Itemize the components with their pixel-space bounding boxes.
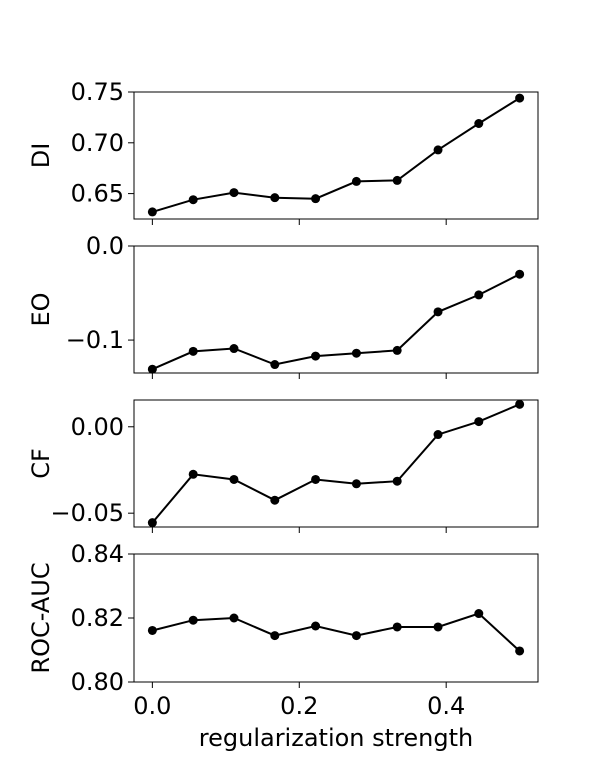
subplot-3-ytick-label: −0.05 [50, 499, 124, 527]
subplot-1: 0.65 0.70 0.75 DI [27, 78, 539, 225]
subplot-3-ylabel: CF [27, 448, 55, 479]
subplot-4-data-point [392, 622, 402, 632]
subplot-3-ytick-label: 0.00 [71, 413, 124, 441]
subplot-2-data-point [351, 348, 361, 358]
subplot-3-data-point [433, 430, 443, 440]
subplot-2-ytick-label: −0.1 [66, 326, 124, 354]
subplot-2-data-point [392, 345, 402, 355]
subplot-1-data-point [229, 188, 239, 198]
subplot-1-data-point [474, 118, 484, 128]
subplot-3-data-point [392, 476, 402, 486]
subplot-3-data-point [311, 474, 321, 484]
subplot-4-data-point [351, 631, 361, 641]
subplot-2-data-point [229, 344, 239, 354]
subplot-3: −0.05 0.00 CF [27, 399, 539, 533]
subplot-2-data-point [188, 346, 198, 356]
x-tick-label: 0.2 [280, 692, 318, 720]
subplot-4-data-point [188, 615, 198, 625]
subplot-4-data-point [270, 631, 280, 641]
subplot-4-data-point [311, 621, 321, 631]
subplot-1-data-point [351, 176, 361, 186]
x-tick-label: 0.4 [427, 692, 465, 720]
subplot-2: −0.1 0.0 EO [27, 232, 539, 379]
subplot-1-ytick-label: 0.65 [71, 180, 124, 208]
subplot-1-data-point [311, 194, 321, 204]
x-tick-label: 0.0 [133, 692, 171, 720]
subplot-2-data-point [515, 269, 525, 279]
subplot-4-series-line [152, 612, 521, 652]
subplot-1-frame [133, 91, 539, 220]
subplot-4-data-point [147, 625, 157, 635]
subplot-2-ylabel: EO [27, 292, 55, 326]
subplot-3-data-point [147, 518, 157, 528]
subplot-3-data-point [515, 399, 525, 409]
subplot-2-series-line [152, 273, 521, 371]
subplot-4-ylabel: ROC-AUC [27, 562, 55, 673]
subplot-1-ytick-label: 0.70 [71, 129, 124, 157]
subplot-4-data-point [474, 609, 484, 619]
subplot-1-ylabel: DI [27, 143, 55, 169]
subplot-3-data-point [270, 495, 280, 505]
subplot-2-frame [133, 245, 539, 374]
subplot-2-data-point [474, 290, 484, 300]
subplot-2-ytick-label: 0.0 [86, 232, 124, 260]
subplot-4-ytick-label: 0.84 [71, 540, 124, 568]
subplot-4-data-point [229, 613, 239, 623]
subplot-1-data-point [515, 93, 525, 103]
subplot-4: 0.80 0.82 0.84 0.0 0.2 0.4 ROC-AUC regularizati… [27, 540, 539, 752]
subplot-1-ytick-label: 0.75 [71, 78, 124, 106]
subplot-1-data-point [270, 193, 280, 203]
subplot-1-data-point [188, 195, 198, 205]
subplot-3-series-line [151, 403, 520, 524]
subplot-3-frame [133, 399, 539, 528]
subplot-3-data-point [351, 479, 361, 489]
subplot-3-data-point [474, 417, 484, 427]
subplot-1-data-point [433, 145, 443, 155]
subplot-1-data-point [147, 207, 157, 217]
subplot-2-data-point [311, 351, 321, 361]
subplot-2-data-point [433, 307, 443, 317]
subplot-4-ytick-label: 0.80 [71, 668, 124, 696]
subplot-2-data-point [147, 364, 157, 374]
subplot-2-data-point [270, 360, 280, 370]
subplot-4-data-point [515, 646, 525, 656]
subplot-1-data-point [392, 175, 402, 185]
subplot-1-series-line [152, 97, 521, 213]
subplot-3-data-point [188, 469, 198, 479]
x-axis-label: regularization strength [199, 724, 473, 752]
subplot-4-data-point [433, 622, 443, 632]
subplot-3-data-point [229, 474, 239, 484]
subplot-4-ytick-label: 0.82 [71, 604, 124, 632]
